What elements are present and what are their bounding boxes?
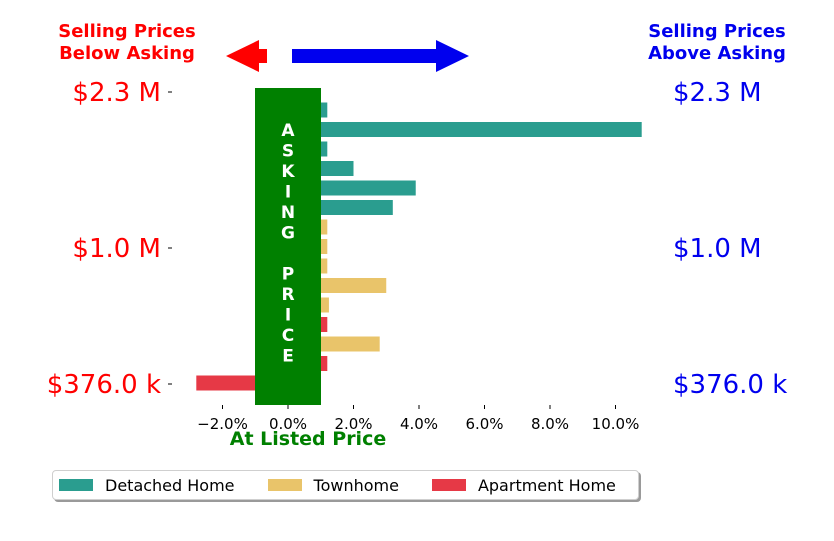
asking-band-letter: R [281,285,294,305]
x-tick-label: 2.0% [334,415,372,433]
y-tick-label-right: $1.0 M [673,234,762,264]
asking-band-letter: A [281,121,295,141]
legend-label-townhome: Townhome [313,475,399,495]
x-tick-label: 10.0% [592,415,640,433]
arrow-right-icon [292,40,469,72]
asking-price-band [255,88,321,405]
legend-swatch-townhome [267,479,302,491]
bar-2 [288,122,642,137]
legend-swatch-detached [59,479,93,491]
y-tick-label-left: $376.0 k [47,370,161,400]
x-axis-label: At Listed Price [230,428,386,450]
asking-band-letter: C [282,326,294,346]
legend-item-detached: Detached Home [59,476,235,495]
asking-band-letter: I [285,183,291,203]
chart-legend: Detached Home Townhome Apartment Home [52,470,639,500]
y-tick-label-left: $2.3 M [72,78,161,108]
arrow-left-icon [226,40,267,72]
asking-band-letter: I [285,306,291,326]
legend-item-townhome: Townhome [267,475,399,495]
asking-band-letter: K [281,162,295,182]
legend-swatch-apartment [431,479,466,491]
asking-band-letter: E [282,347,294,367]
below-asking-header: Selling Prices Below Asking [58,21,196,64]
asking-band-letter: S [282,142,294,162]
x-tick-label: 6.0% [465,415,503,433]
legend-item-apartment: Apartment Home [431,475,616,495]
x-tick-label: 0.0% [269,415,307,433]
y-tick-label-right: $2.3 M [673,78,762,108]
x-tick-label: −2.0% [197,415,248,433]
asking-band-letter: N [281,203,295,223]
above-asking-header: Selling Prices Above Asking [648,21,786,64]
y-tick-label-right: $376.0 k [673,370,787,400]
x-tick-label: 8.0% [531,415,569,433]
x-tick-label: 4.0% [400,415,438,433]
legend-label-detached: Detached Home [105,475,235,495]
y-tick-label-left: $1.0 M [72,234,161,264]
asking-band-letter: G [281,224,295,244]
legend-label-apartment: Apartment Home [477,475,616,495]
asking-band-letter: P [282,265,294,285]
